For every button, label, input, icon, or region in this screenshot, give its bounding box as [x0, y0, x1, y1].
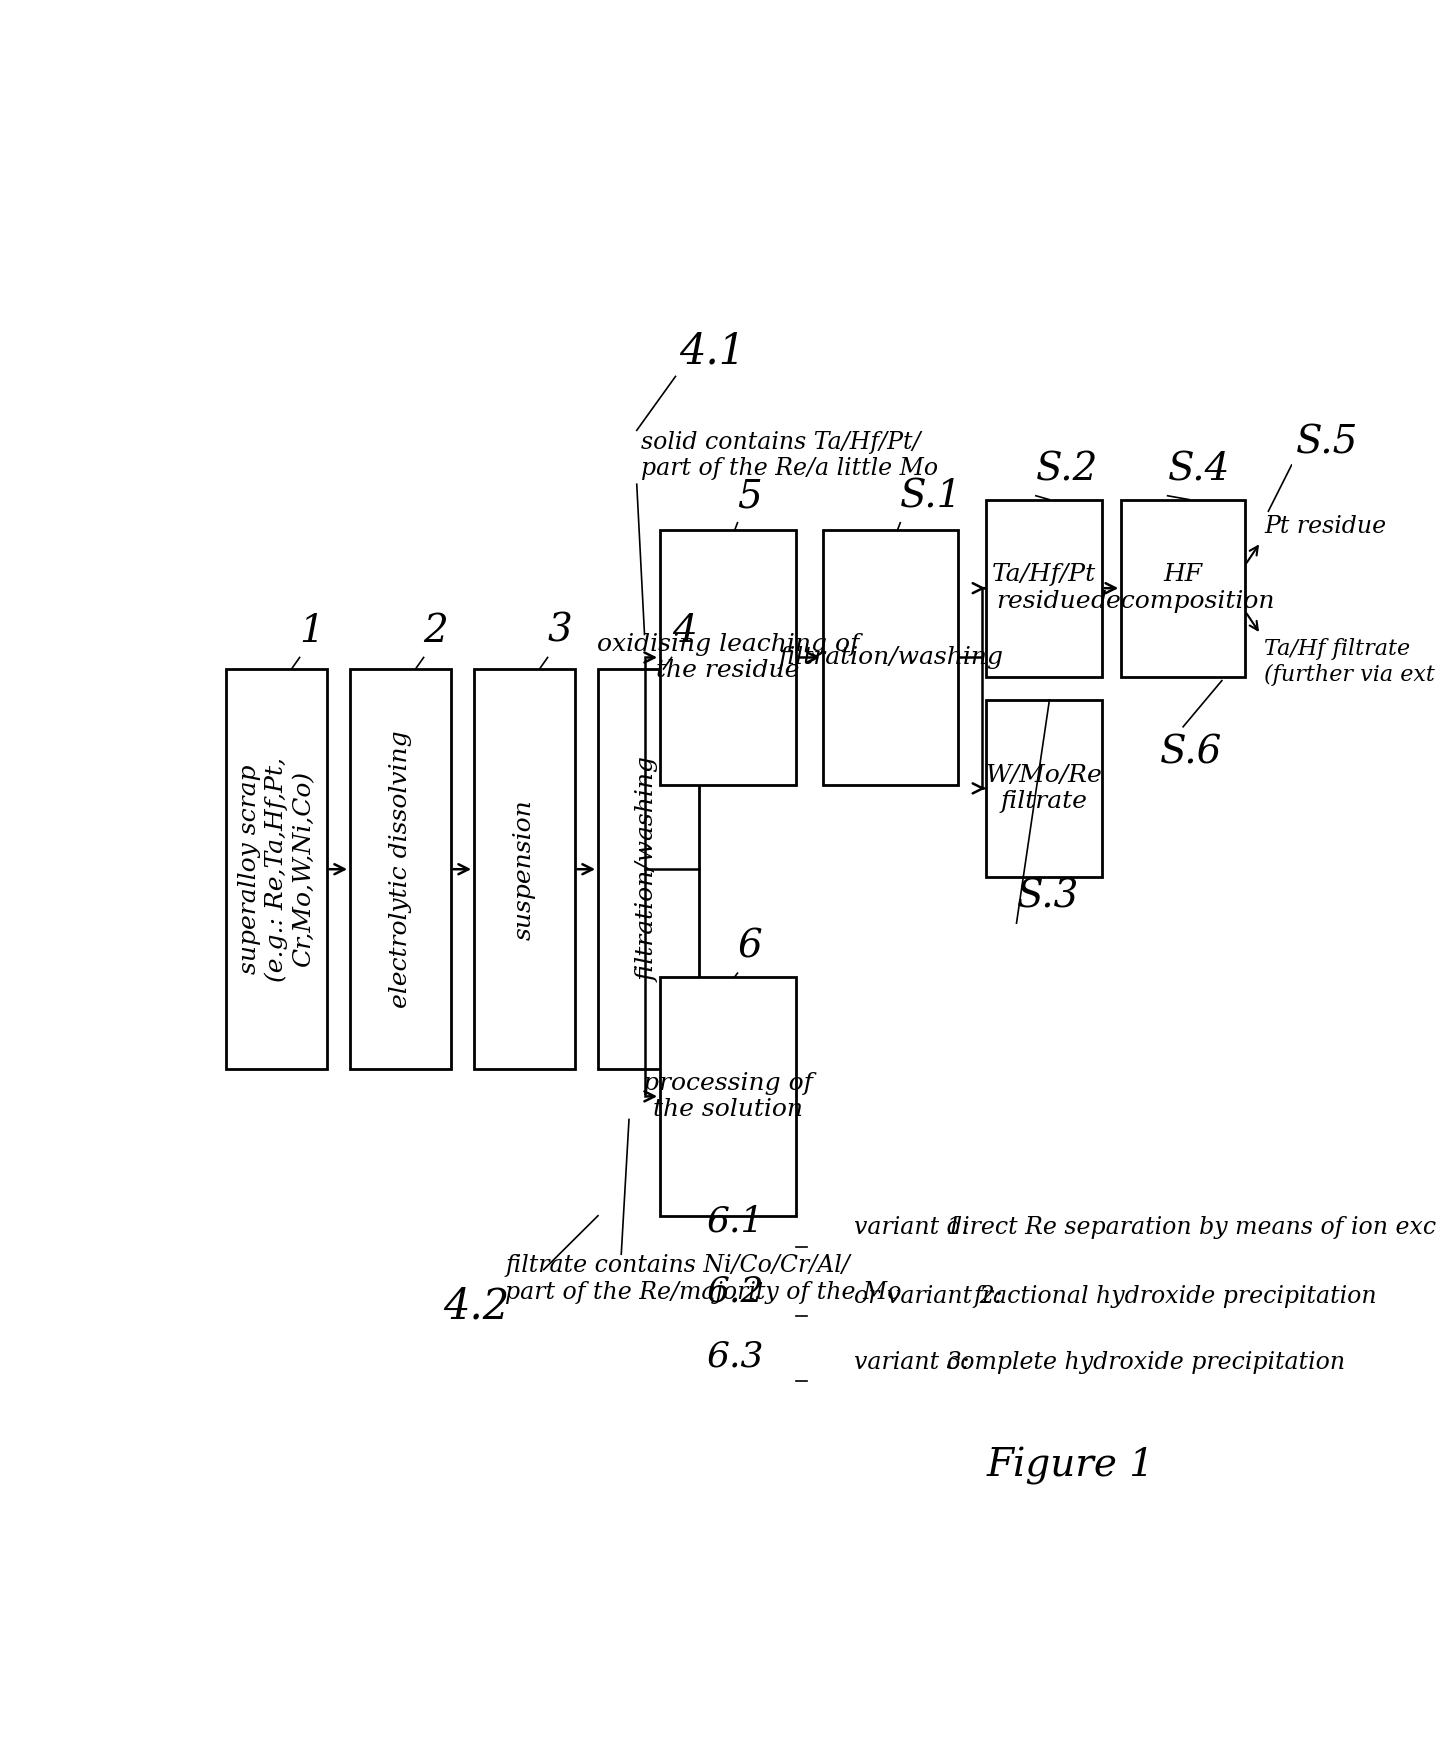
Text: or variant 2:: or variant 2:	[854, 1284, 1002, 1309]
Text: electrolytic dissolving: electrolytic dissolving	[389, 730, 412, 1008]
Text: filtrate contains Ni/Co/Cr/Al/
part of the Re/majority of the Mo: filtrate contains Ni/Co/Cr/Al/ part of t…	[505, 1255, 902, 1304]
Text: 4.1: 4.1	[679, 330, 745, 372]
Text: variant 3:: variant 3:	[854, 1350, 969, 1373]
Text: HF
decomposition: HF decomposition	[1091, 563, 1275, 614]
Bar	[661, 977, 796, 1215]
Bar	[474, 669, 574, 1069]
Text: oxidising leaching of
the residue: oxidising leaching of the residue	[597, 633, 859, 683]
Text: variant 1:: variant 1:	[854, 1217, 969, 1239]
Text: 6.3: 6.3	[707, 1340, 764, 1373]
Text: 3: 3	[547, 614, 573, 650]
Bar	[985, 499, 1101, 676]
Text: complete hydroxide precipitation: complete hydroxide precipitation	[946, 1350, 1346, 1373]
Text: suspension: suspension	[513, 799, 536, 940]
Text: superalloy scrap
(e.g.: Re,Ta,Hf,Pt,
Cr,Mo,W,Ni,Co): superalloy scrap (e.g.: Re,Ta,Hf,Pt, Cr,…	[238, 756, 314, 982]
Bar	[661, 530, 796, 784]
Text: fractional hydroxide precipitation: fractional hydroxide precipitation	[974, 1284, 1377, 1309]
Bar	[985, 700, 1101, 878]
Text: processing of
the solution: processing of the solution	[643, 1072, 813, 1121]
Bar	[1122, 499, 1245, 676]
Text: Figure 1: Figure 1	[987, 1448, 1155, 1486]
Text: S.4: S.4	[1167, 452, 1231, 488]
Text: direct Re separation by means of ion exchanger: direct Re separation by means of ion exc…	[946, 1217, 1436, 1239]
Text: Ta/Hf filtrate
(further via extractive separation): Ta/Hf filtrate (further via extractive s…	[1265, 638, 1436, 687]
Text: 4.2: 4.2	[442, 1284, 510, 1328]
Text: 5: 5	[738, 478, 763, 514]
Text: 6.1: 6.1	[707, 1204, 764, 1239]
Text: filtration/washing: filtration/washing	[778, 647, 1004, 669]
Text: 6: 6	[738, 928, 763, 966]
Text: 2: 2	[424, 614, 448, 650]
Text: Pt residue: Pt residue	[1265, 514, 1387, 539]
Text: Ta/Hf/Pt
residue: Ta/Hf/Pt residue	[992, 563, 1096, 614]
Text: solid contains Ta/Hf/Pt/
part of the Re/a little Mo: solid contains Ta/Hf/Pt/ part of the Re/…	[640, 431, 938, 480]
Bar	[597, 669, 699, 1069]
Text: S.2: S.2	[1035, 452, 1099, 488]
Text: 6.2: 6.2	[707, 1274, 764, 1309]
Text: 4: 4	[672, 614, 696, 650]
Text: S.3: S.3	[1017, 878, 1078, 916]
Text: S.5: S.5	[1295, 424, 1358, 461]
Bar	[823, 530, 958, 784]
Text: S.6: S.6	[1160, 735, 1222, 772]
Bar	[225, 669, 327, 1069]
Text: S.1: S.1	[900, 478, 962, 514]
Text: filtration/washing: filtration/washing	[638, 756, 661, 982]
Bar	[350, 669, 451, 1069]
Text: W/Mo/Re
filtrate: W/Mo/Re filtrate	[985, 763, 1101, 813]
Text: 1: 1	[300, 614, 325, 650]
